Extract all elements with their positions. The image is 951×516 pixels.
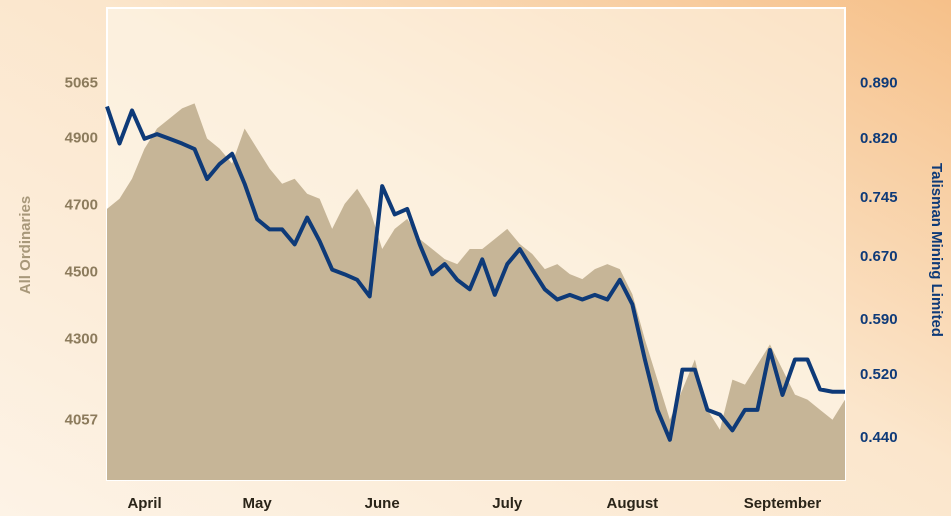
y-tick-label: 4300 — [65, 330, 98, 347]
x-tick-label: June — [365, 495, 400, 512]
x-tick-label: August — [607, 495, 659, 512]
y2-tick-label: 0.890 — [860, 75, 898, 92]
y-tick-label: 4700 — [65, 196, 98, 213]
y2-tick-label: 0.440 — [860, 429, 898, 446]
y-tick-label: 4500 — [65, 263, 98, 280]
line — [105, 105, 845, 442]
y2-tick-label: 0.820 — [860, 130, 898, 147]
y-axis-label: All Ordinaries — [17, 196, 34, 294]
y2-tick-label: 0.520 — [860, 366, 898, 383]
y2-axis-label: Talisman Mining Limited — [928, 163, 945, 337]
x-tick-label: April — [127, 495, 161, 512]
y2-tick-label: 0.590 — [860, 311, 898, 328]
y2-tick-label: 0.670 — [860, 248, 898, 265]
x-tick-label: July — [492, 495, 523, 512]
y2-tick-label: 0.745 — [860, 189, 898, 206]
x-tick-label: September — [744, 495, 822, 512]
area — [107, 103, 845, 480]
y-tick-label: 5065 — [65, 74, 98, 91]
y-tick-label: 4057 — [65, 412, 98, 429]
x-tick-label: May — [243, 495, 273, 512]
y-tick-label: 4900 — [65, 130, 98, 147]
